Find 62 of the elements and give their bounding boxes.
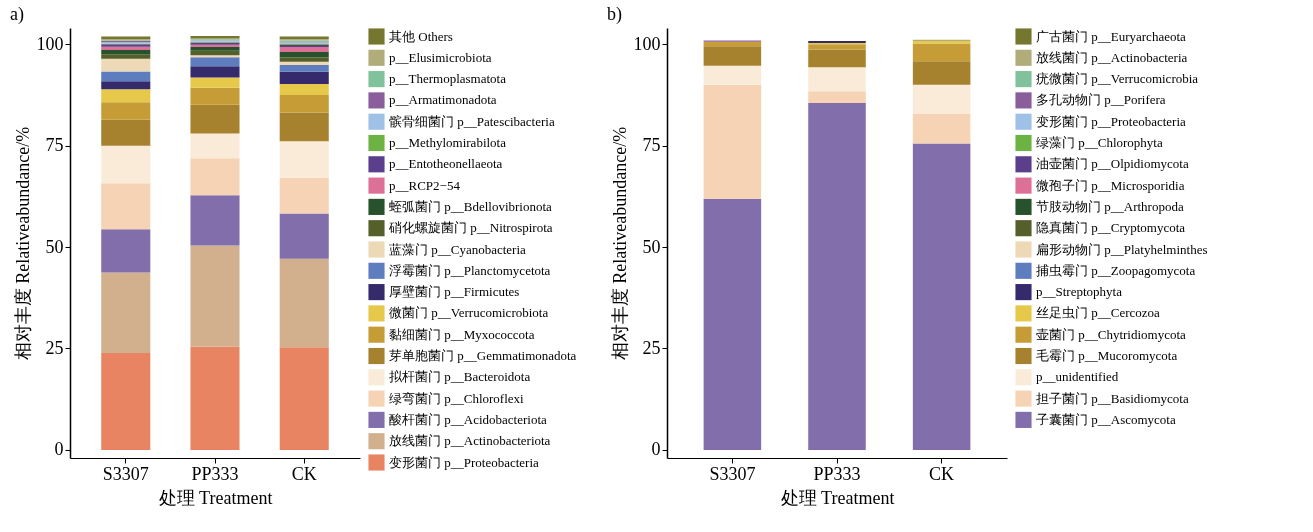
y-axis-title: 相对丰度 Relativeabundance/% [609, 126, 630, 361]
legend-label: 蓝藻门 p__Cyanobacteria [389, 241, 527, 257]
y-axis-title: 相对丰度 Relativeabundance/% [12, 126, 33, 361]
legend-label: 拟杆菌门 p__Bacteroidota [389, 369, 531, 385]
legend-label: 绿藻门 p__Chlorophyta [1036, 135, 1163, 150]
legend-label: p__unidentified [1036, 369, 1119, 385]
y-tick-label: 50 [642, 236, 661, 257]
x-axis-title: 处理 Treatment [780, 487, 895, 508]
legend-label: p__Armatimonadota [389, 92, 497, 108]
legend-label: 隐真菌门 p__Cryptomycota [1036, 220, 1186, 236]
y-tick-label: 0 [54, 439, 64, 460]
legend-label: 担子菌门 p__Basidiomycota [1036, 390, 1189, 406]
legend-label: 多孔动物门 p__Porifera [1036, 92, 1166, 108]
y-tick-label: 100 [633, 33, 661, 54]
chart-title: b) [607, 4, 622, 25]
legend-label: 疣微菌门 p__Verrucomicrobia [1036, 71, 1199, 87]
legend-label: 黏细菌门 p__Myxococcota [389, 326, 535, 342]
legend-label: 酸杆菌门 p__Acidobacteriota [389, 411, 547, 427]
legend-label: 蛭弧菌门 p__Bdellovibrionota [389, 198, 553, 214]
legend-label: 毛霉门 p__Mucoromycota [1036, 348, 1178, 363]
legend-label: 微菌门 p__Verrucomicrobiota [389, 305, 549, 321]
legend-label: 放线菌门 p__Actinobacteriota [389, 433, 551, 449]
chart-title: a) [10, 4, 24, 25]
legend-label: 放线菌门 p__Actinobacteria [1036, 49, 1188, 65]
legend-label: 节肢动物门 p__Arthropoda [1036, 198, 1184, 214]
legend-label: 绿弯菌门 p__Chloroflexi [389, 390, 525, 406]
legend-label: 变形菌门 p__Proteobacteria [389, 454, 540, 470]
legend-label: 扁形动物门 p__Platyhelminthes [1036, 241, 1208, 257]
y-tick-label: 100 [36, 33, 64, 54]
legend-label: 变形菌门 p__Proteobacteria [1036, 113, 1187, 129]
legend-label: 油壶菌门 p__Olpidiomycota [1036, 156, 1189, 172]
legend-label: p__Methylomirabilota [389, 135, 507, 150]
legend-label: p__Entotheonellaeota [389, 156, 503, 172]
legend-label: 其他 Others [389, 28, 453, 44]
legend-label: 子囊菌门 p__Ascomycota [1036, 411, 1176, 427]
legend-label: 浮霉菌门 p__Planctomycetota [389, 262, 551, 278]
legend-label: 壶菌门 p__Chytridiomycota [1036, 326, 1187, 342]
legend-label: 芽单胞菌门 p__Gemmatimonadota [389, 348, 577, 363]
x-tick-label: CK [929, 463, 955, 484]
legend-label: p__RCP2−54 [389, 177, 461, 193]
legend-label: 髌骨细菌门 p__Patescibacteria [389, 113, 555, 129]
y-tick-label: 0 [651, 439, 661, 460]
x-tick-label: PP333 [191, 463, 239, 484]
y-tick-label: 75 [642, 135, 661, 156]
x-tick-label: S3307 [102, 463, 149, 484]
legend-label: 捕虫霉门 p__Zoopagomycota [1036, 262, 1196, 278]
x-tick-label: PP333 [813, 463, 861, 484]
y-tick-label: 25 [642, 337, 661, 358]
y-tick-label: 25 [45, 337, 64, 358]
legend-label: p__Elusimicrobiota [389, 49, 492, 65]
y-tick-label: 50 [45, 236, 64, 257]
legend-label: p__Thermoplasmatota [389, 71, 507, 87]
legend-label: 厚壁菌门 p__Firmicutes [389, 284, 520, 300]
legend-label: p__Streptophyta [1036, 284, 1123, 300]
legend-label: 丝足虫门 p__Cercozoa [1036, 305, 1161, 321]
x-tick-label: CK [291, 463, 317, 484]
x-tick-label: S3307 [709, 463, 756, 484]
legend-label: 广古菌门 p__Euryarchaeota [1036, 28, 1187, 44]
x-axis-title: 处理 Treatment [158, 487, 273, 508]
y-tick-label: 75 [45, 135, 64, 156]
legend-label: 硝化螺旋菌门 p__Nitrospirota [388, 220, 553, 236]
legend-label: 微孢子门 p__Microsporidia [1036, 177, 1185, 193]
